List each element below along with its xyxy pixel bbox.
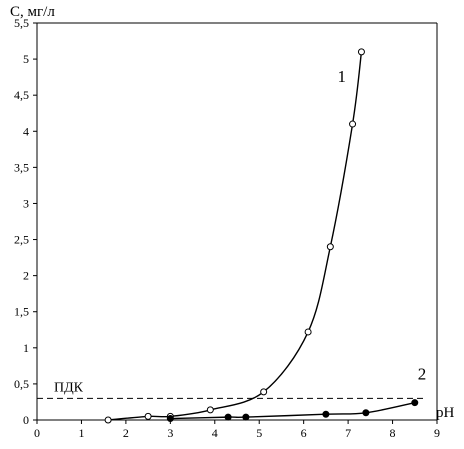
series-2-point — [362, 409, 370, 417]
y-tick-label: 4,5 — [14, 88, 29, 102]
y-tick-label: 5,5 — [14, 16, 29, 30]
series-1-point — [357, 48, 365, 56]
x-tick-label: 8 — [390, 426, 396, 440]
y-tick-label: 2 — [23, 269, 29, 283]
series-1-point — [304, 328, 312, 336]
y-tick-label: 4 — [23, 124, 29, 138]
series-2-point — [224, 413, 232, 421]
series-1-line — [108, 51, 363, 421]
y-axis-title: С, мг/л — [10, 4, 55, 20]
x-tick-label: 6 — [301, 426, 307, 440]
y-tick-label: 5 — [23, 52, 29, 66]
series-2-label: 2 — [418, 365, 427, 384]
series-1-point — [349, 120, 357, 128]
series-1-point — [144, 412, 152, 420]
series-1-point — [326, 243, 334, 251]
pdk-label: ПДК — [54, 380, 84, 395]
series-1-point — [104, 416, 112, 424]
series-2-point — [411, 399, 419, 407]
y-tick-label: 2,5 — [14, 233, 29, 247]
series-1-label: 1 — [337, 67, 346, 86]
x-tick-label: 9 — [434, 426, 440, 440]
y-tick-label: 1 — [23, 341, 29, 355]
x-tick-label: 4 — [212, 426, 218, 440]
x-tick-label: 5 — [256, 426, 262, 440]
series-2-point — [242, 413, 250, 421]
series-2-point — [322, 410, 330, 418]
series-1-point — [260, 388, 268, 396]
x-tick-label: 3 — [167, 426, 173, 440]
y-tick-label: 0 — [23, 413, 29, 427]
series-2-point — [166, 415, 174, 423]
x-axis-title: pH — [436, 405, 455, 421]
y-tick-label: 0,5 — [14, 377, 29, 391]
y-tick-label: 3 — [23, 196, 29, 210]
x-tick-label: 7 — [345, 426, 351, 440]
x-tick-label: 2 — [123, 426, 129, 440]
series-1-point — [206, 406, 214, 414]
x-tick-label: 1 — [78, 426, 84, 440]
y-tick-label: 3,5 — [14, 160, 29, 174]
y-tick-label: 1,5 — [14, 305, 29, 319]
x-tick-label: 0 — [34, 426, 40, 440]
